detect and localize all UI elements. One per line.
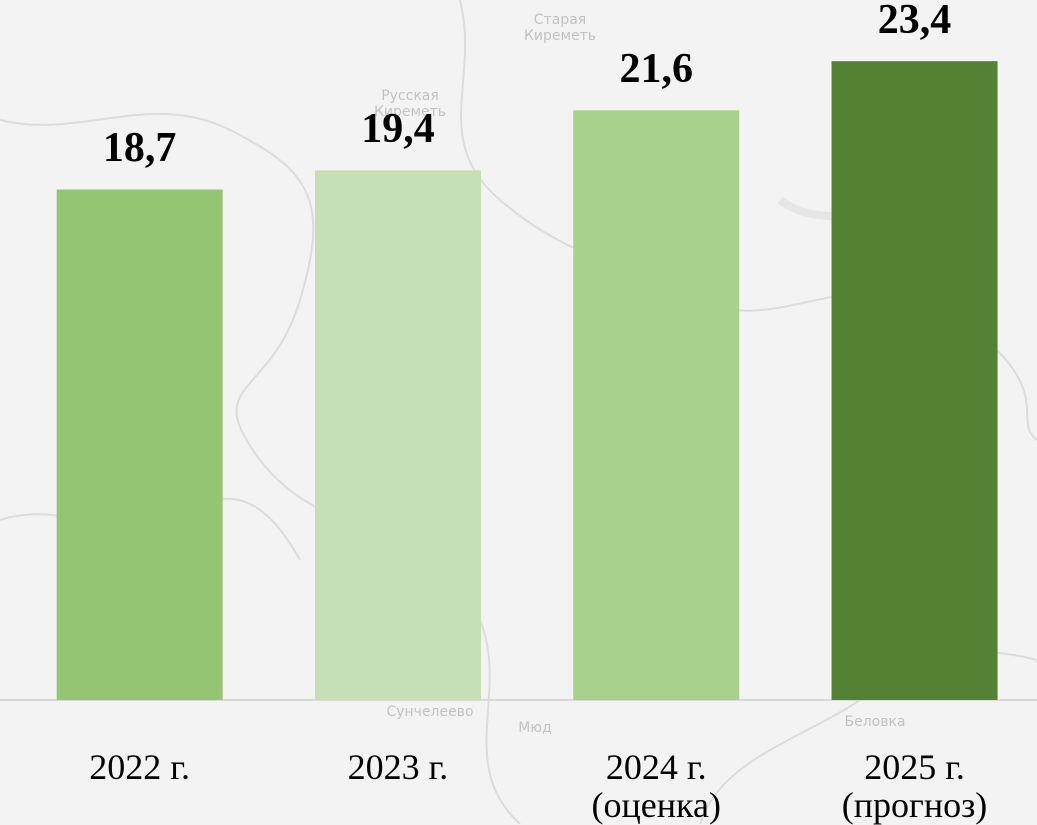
- x-tick-label: 2025 г. (прогноз): [841, 747, 988, 825]
- map-road: [0, 112, 521, 824]
- map-label: Беловка: [844, 714, 906, 730]
- value-label: 18,7: [102, 125, 177, 172]
- map-label: Мюд: [518, 720, 552, 736]
- bar: [314, 170, 481, 700]
- bar: [56, 189, 223, 701]
- bar: [573, 110, 740, 700]
- map-label: Русская Киреметь: [373, 88, 447, 120]
- value-label: 19,4: [361, 106, 435, 153]
- map-label: Сунчелеево: [386, 704, 474, 720]
- map-label: Старая Киреметь: [523, 12, 597, 44]
- x-tick-label: 2022 г.: [89, 747, 190, 787]
- x-tick-label: 2023 г.: [347, 747, 449, 787]
- bar: [831, 61, 998, 701]
- value-label: 23,4: [877, 0, 952, 44]
- x-tick-label: 2024 г. (оценка): [591, 747, 721, 825]
- value-label: 21,6: [619, 46, 694, 93]
